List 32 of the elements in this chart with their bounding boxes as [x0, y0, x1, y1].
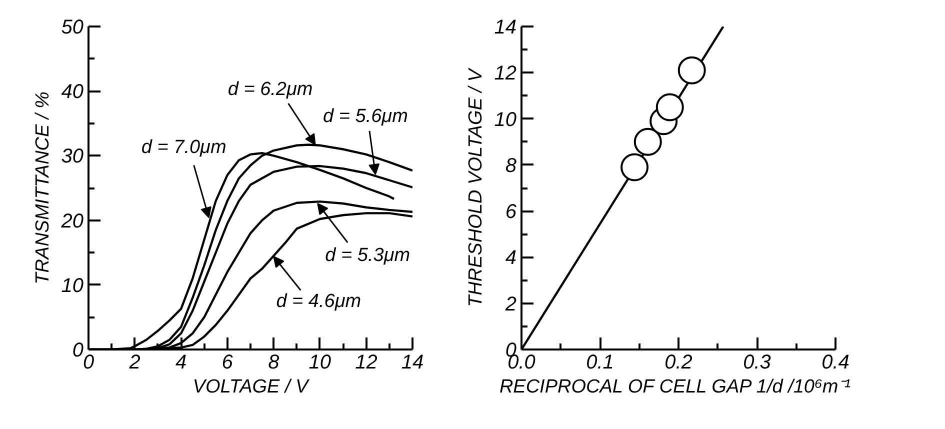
x-tick-label: 4: [176, 352, 187, 374]
y-tick-label: 30: [61, 146, 84, 168]
y-tick-label: 10: [61, 274, 84, 297]
y-tick-label: 2: [504, 293, 516, 316]
annotation: d = 4.6μm: [276, 290, 362, 312]
x-tick-label: 2: [128, 352, 140, 374]
x-tick-label: 10: [308, 352, 332, 374]
annotation: d = 5.6μm: [323, 106, 408, 127]
y-tick-label: 4: [505, 247, 516, 270]
y-tick-label: 40: [61, 81, 84, 104]
x-tick-label: 14: [401, 352, 424, 374]
x-tick-label: 8: [268, 352, 280, 374]
y-axis-title: THRESHOLD VOLTAGE / V: [465, 66, 486, 307]
y-tick-label: 14: [494, 16, 517, 38]
y-tick-label: 10: [494, 108, 517, 131]
x-tick-label: 0.1: [586, 352, 614, 374]
x-tick-label: 0.4: [822, 352, 850, 374]
y-tick-label: 50: [61, 16, 84, 38]
y-tick-label: 12: [494, 62, 517, 85]
x-tick-label: 0.3: [743, 352, 771, 374]
y-tick-label: 20: [60, 210, 84, 232]
x-axis-title: VOLTAGE / V: [192, 376, 311, 398]
x-axis-title: RECIPROCAL OF CELL GAP 1/d /10⁶m⁻¹: [499, 376, 851, 398]
y-axis-title: TRANSMITTANCE / %: [32, 91, 54, 284]
x-tick-label: 0.2: [664, 352, 692, 374]
y-tick-label: 6: [505, 201, 518, 224]
y-tick-label: 8: [505, 154, 516, 177]
annotation: d = 7.0μm: [141, 137, 226, 158]
x-tick-label: 12: [355, 352, 378, 374]
annotation: d = 6.2μm: [228, 79, 313, 100]
x-tick-label: 6: [222, 352, 234, 374]
annotation: d = 5.3μm: [325, 245, 410, 266]
